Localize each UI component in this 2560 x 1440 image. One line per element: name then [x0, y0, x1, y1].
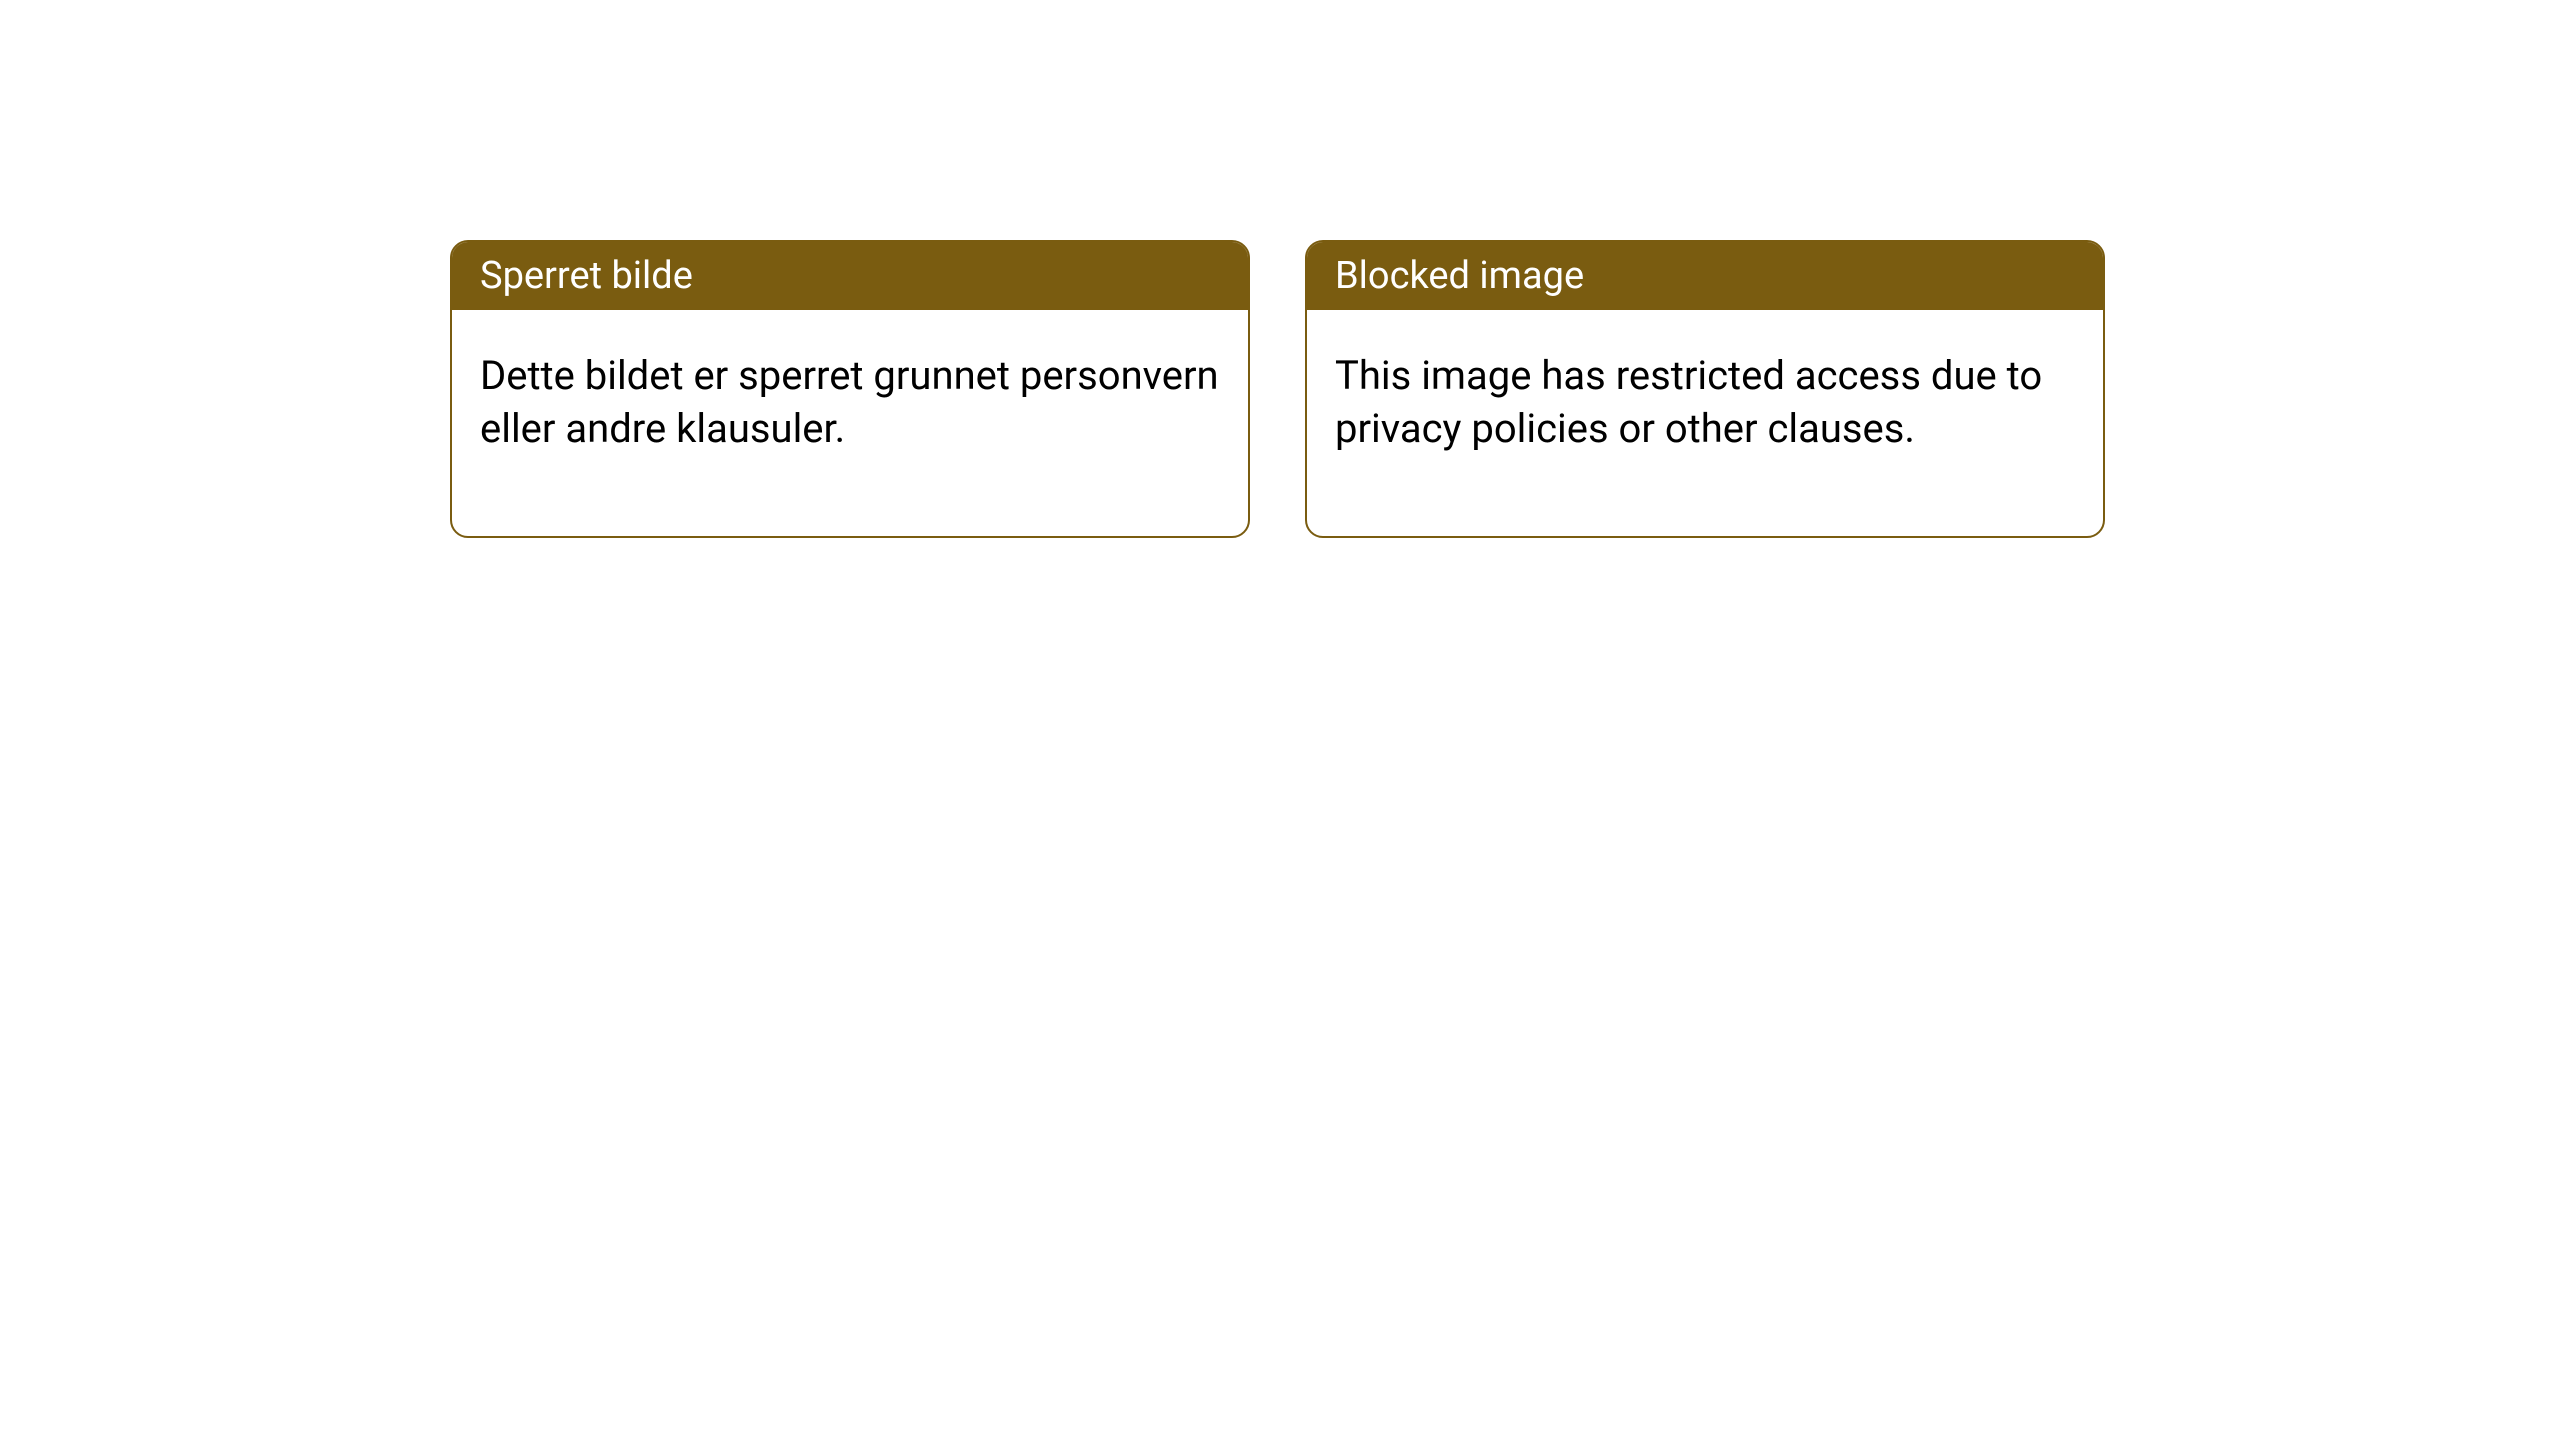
card-body: This image has restricted access due to … [1307, 310, 2103, 536]
card-title: Sperret bilde [480, 254, 693, 298]
card-body-text: This image has restricted access due to … [1335, 352, 2042, 452]
card-body-text: Dette bildet er sperret grunnet personve… [480, 352, 1219, 452]
blocked-image-card-en: Blocked image This image has restricted … [1305, 240, 2105, 538]
card-body: Dette bildet er sperret grunnet personve… [452, 310, 1248, 536]
card-title: Blocked image [1335, 254, 1584, 298]
card-header: Sperret bilde [452, 242, 1248, 310]
blocked-image-card-no: Sperret bilde Dette bildet er sperret gr… [450, 240, 1250, 538]
notice-container: Sperret bilde Dette bildet er sperret gr… [450, 240, 2105, 538]
card-header: Blocked image [1307, 242, 2103, 310]
